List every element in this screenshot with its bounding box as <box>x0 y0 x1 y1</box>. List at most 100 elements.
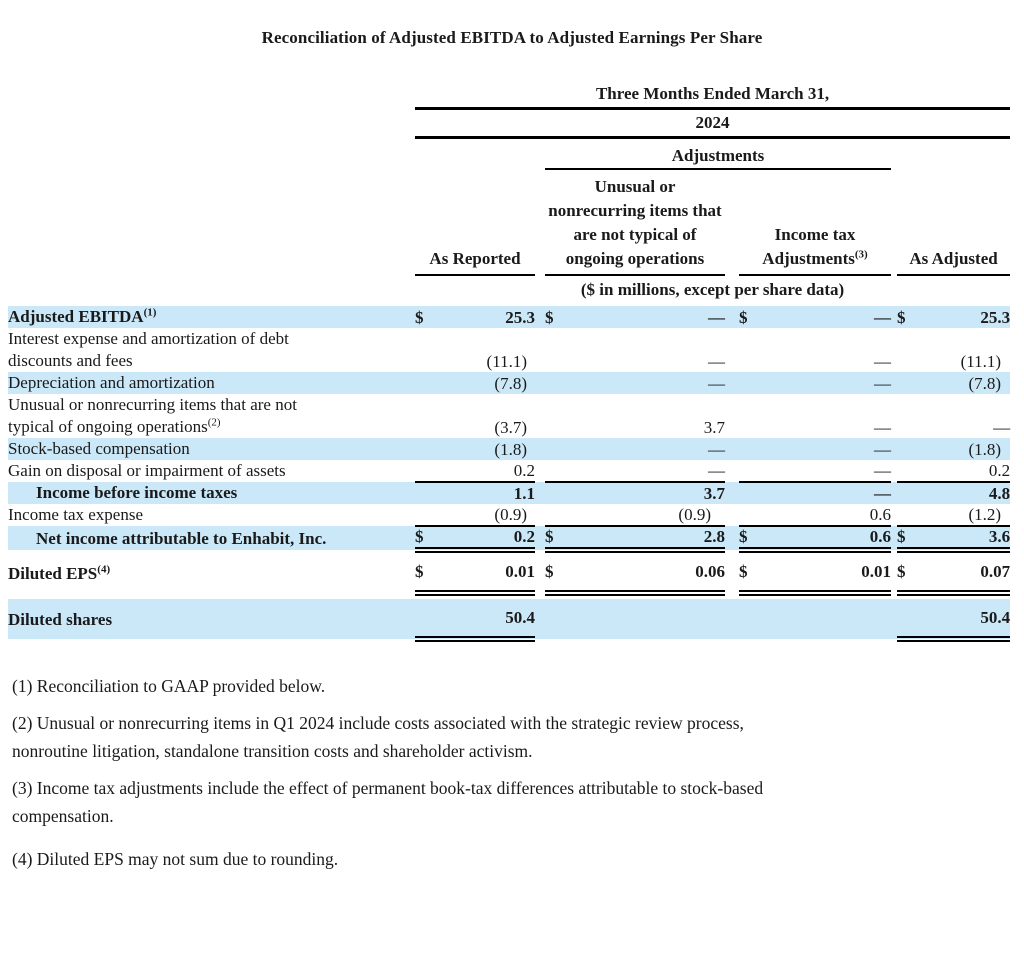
table-row: Unusual or nonrecurring items that are n… <box>8 394 1010 438</box>
column-spacer <box>891 372 897 394</box>
row-label: Net income attributable to Enhabit, Inc. <box>8 526 415 550</box>
cell-dollar-sign <box>739 460 765 483</box>
header-spacer <box>535 138 545 170</box>
row-label: Income before income taxes <box>8 482 415 504</box>
cell-value: (0.9) <box>571 504 725 527</box>
cell-value: (11.1) <box>960 352 1002 371</box>
column-spacer <box>535 394 545 438</box>
cell-value: — <box>993 418 1011 437</box>
cell-value: 0.01 <box>765 550 891 596</box>
cell-dollar-sign: $ <box>415 550 441 596</box>
table-row: Net income attributable to Enhabit, Inc.… <box>8 526 1011 553</box>
header-spacer <box>535 169 545 275</box>
column-spacer <box>891 306 897 328</box>
cell-value: — <box>765 372 891 394</box>
year-header-row: 2024 <box>8 108 1011 139</box>
cell-value: (0.9) <box>441 504 535 527</box>
cell-dollar-sign <box>545 599 571 639</box>
units-note-row: ($ in millions, except per share data) <box>8 275 1010 306</box>
column-spacer <box>535 306 545 328</box>
cell-dollar-sign <box>897 482 921 504</box>
column-spacer <box>725 550 739 593</box>
cell-value: 0.06 <box>571 550 725 596</box>
column-spacer <box>725 306 739 328</box>
cell-dollar-sign <box>545 504 571 527</box>
column-spacer <box>535 438 545 460</box>
table-row: Income tax expense (0.9) (0.9) 0.6 (1.2) <box>8 504 1011 527</box>
column-spacer <box>535 599 545 639</box>
cell-dollar-sign <box>739 482 765 504</box>
cell-dollar-sign: $ <box>897 526 921 553</box>
column-spacer <box>535 372 545 394</box>
cell-value: 25.3 <box>441 306 535 328</box>
year-header: 2024 <box>415 108 1011 139</box>
cell-value: (3.7) <box>494 418 527 437</box>
cell-dollar-sign: $ <box>897 306 921 328</box>
cell-value: — <box>765 438 891 460</box>
cell-dollar-sign <box>545 460 571 483</box>
column-spacer <box>725 460 739 482</box>
column-spacer <box>725 438 739 460</box>
table-row: Stock-based compensation (1.8) — — (1.8) <box>8 438 1011 460</box>
row-label: Diluted shares <box>8 599 415 639</box>
cell-value <box>571 599 725 639</box>
column-spacer <box>725 482 739 504</box>
cell-dollar-sign <box>897 460 921 483</box>
column-header-as-reported: As Reported <box>415 169 535 276</box>
cell-value: 2.8 <box>571 526 725 553</box>
cell-dollar-sign <box>739 504 765 527</box>
cell-value: — <box>874 418 891 437</box>
cell-value: — <box>708 352 725 371</box>
cell-dollar-sign: $ <box>545 550 571 596</box>
column-header-as-adjusted: As Adjusted <box>897 169 1011 276</box>
cell-dollar-sign <box>415 394 441 438</box>
cell-dollar-sign <box>545 438 571 460</box>
column-spacer <box>725 394 739 438</box>
cell-value: 4.8 <box>921 482 1011 504</box>
header-spacer <box>8 138 415 170</box>
cell-dollar-sign <box>545 372 571 394</box>
column-spacer <box>535 328 545 372</box>
cell-dollar-sign: $ <box>897 550 921 596</box>
cell-dollar-sign <box>897 599 921 642</box>
cell-dollar-sign <box>415 328 441 372</box>
cell-value <box>765 599 891 639</box>
cell-dollar-sign: $ <box>545 306 571 328</box>
cell-dollar-sign <box>897 504 921 527</box>
cell-dollar-sign <box>739 438 765 460</box>
table-row: Depreciation and amortization (7.8) — — (7.8… <box>8 372 1011 394</box>
row-label: Depreciation and amortization <box>8 372 415 394</box>
column-spacer <box>891 599 897 639</box>
row-gap <box>8 593 1011 599</box>
cell-value: (1.2) <box>921 504 1011 527</box>
cell-value: 50.4 <box>921 599 1011 642</box>
reconciliation-table: Three Months Ended March 31, 2024 Adjust… <box>8 84 1011 642</box>
column-spacer <box>725 599 739 639</box>
row-label: Adjusted EBITDA(1) <box>8 306 415 328</box>
cell-value: 0.01 <box>441 550 535 596</box>
cell-dollar-sign <box>897 328 921 372</box>
cell-dollar-sign: $ <box>545 526 571 553</box>
adjustments-header-row: Adjustments <box>8 137 1010 170</box>
cell-value: 0.07 <box>921 550 1011 596</box>
cell-value: (1.8) <box>441 438 535 460</box>
cell-dollar-sign <box>545 328 571 372</box>
cell-dollar-sign <box>739 394 765 438</box>
cell-dollar-sign <box>897 394 921 438</box>
row-label: Diluted EPS(4) <box>8 563 111 583</box>
cell-dollar-sign: $ <box>739 550 765 596</box>
footnote: (3) Income tax adjustments include the e… <box>12 778 764 826</box>
table-row: Income before income taxes 1.1 3.7 — 4.8 <box>8 482 1011 504</box>
column-spacer <box>535 482 545 504</box>
cell-value: — <box>765 482 891 504</box>
row-label: Unusual or nonrecurring items that are n… <box>8 395 297 436</box>
cell-value: 3.7 <box>703 418 725 437</box>
cell-value: 0.6 <box>765 504 891 527</box>
row-gap-cell <box>8 593 1011 599</box>
column-header-row: As Reported Unusual or nonrecurring item… <box>8 169 1011 276</box>
cell-value: — <box>874 352 891 371</box>
cell-dollar-sign <box>415 460 441 483</box>
cell-dollar-sign <box>415 504 441 527</box>
cell-dollar-sign <box>415 482 441 504</box>
cell-dollar-sign <box>739 328 765 372</box>
